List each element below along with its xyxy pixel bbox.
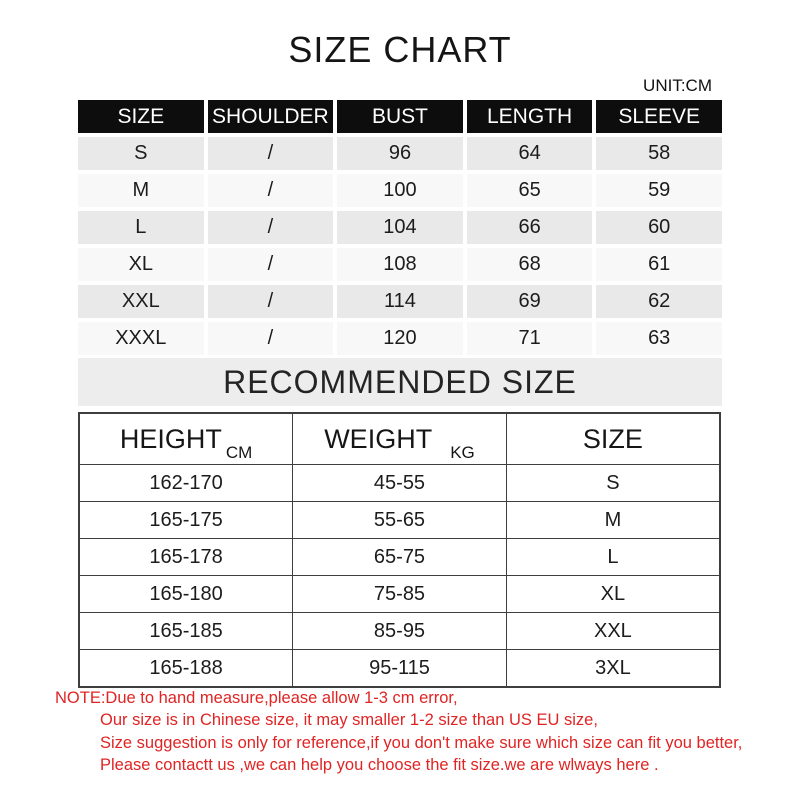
table-cell: / bbox=[207, 211, 334, 244]
table-cell: 71 bbox=[466, 322, 593, 355]
table-cell: L bbox=[505, 538, 721, 576]
table-cell: / bbox=[207, 285, 334, 318]
table-cell: 55-65 bbox=[292, 501, 507, 539]
table-cell: 75-85 bbox=[292, 575, 507, 613]
table-cell: 65-75 bbox=[292, 538, 507, 576]
header-label: WEIGHT bbox=[324, 423, 433, 454]
table-row: 165-188 95-115 3XL bbox=[78, 649, 721, 688]
recommended-size-table: HEIGHT CM WEIGHT KG SIZE 162-170 45-55 S 1… bbox=[78, 412, 721, 688]
note-line: Size suggestion is only for reference,if… bbox=[100, 733, 743, 752]
table-cell: 120 bbox=[337, 322, 463, 355]
table-cell: 59 bbox=[596, 174, 722, 207]
table-cell: / bbox=[207, 137, 334, 170]
table-row: 165-175 55-65 M bbox=[78, 501, 721, 539]
table-cell: 66 bbox=[466, 211, 593, 244]
header-unit: CM bbox=[225, 442, 253, 462]
unit-label: UNIT:CM bbox=[643, 76, 712, 95]
table-cell: 165-175 bbox=[78, 501, 294, 539]
table-row: HEIGHT CM WEIGHT KG SIZE bbox=[78, 412, 721, 465]
table-row: 165-185 85-95 XXL bbox=[78, 612, 721, 650]
table-cell: XXXL bbox=[78, 322, 204, 355]
table-cell: L bbox=[78, 211, 204, 244]
header-label: SIZE bbox=[582, 423, 643, 454]
recommended-header-size: SIZE bbox=[505, 412, 721, 465]
header-unit: KG bbox=[450, 442, 475, 462]
measurements-header-sleeve: SLEEVE bbox=[596, 100, 722, 133]
table-cell: 95-115 bbox=[292, 649, 507, 688]
recommended-header-weight: WEIGHT KG bbox=[292, 412, 507, 465]
table-cell: 65 bbox=[466, 174, 593, 207]
table-cell: 108 bbox=[337, 248, 463, 281]
note-line: Please contactt us ,we can help you choo… bbox=[100, 756, 659, 775]
measurements-header-size: SIZE bbox=[78, 100, 204, 133]
note-line: NOTE:Due to hand measure,please allow 1-… bbox=[55, 689, 458, 707]
table-cell: 162-170 bbox=[78, 464, 294, 502]
recommended-size-heading: RECOMMENDED SIZE bbox=[78, 358, 722, 406]
table-row: 165-178 65-75 L bbox=[78, 538, 721, 576]
table-cell: 165-180 bbox=[78, 575, 294, 613]
table-cell: 165-178 bbox=[78, 538, 294, 576]
measurements-table: SIZE SHOULDER BUST LENGTH SLEEVE S / 96 … bbox=[78, 100, 722, 355]
table-cell: 85-95 bbox=[292, 612, 507, 650]
table-row: 162-170 45-55 S bbox=[78, 464, 721, 502]
table-cell: 63 bbox=[596, 322, 722, 355]
table-row: 165-180 75-85 XL bbox=[78, 575, 721, 613]
table-cell: 165-188 bbox=[78, 649, 294, 688]
table-cell: XXL bbox=[78, 285, 204, 318]
page-title: SIZE CHART bbox=[288, 29, 512, 70]
table-cell: 64 bbox=[466, 137, 593, 170]
table-cell: 61 bbox=[596, 248, 722, 281]
measurements-header-shoulder: SHOULDER bbox=[207, 100, 334, 133]
measurements-header-length: LENGTH bbox=[466, 100, 593, 133]
table-cell: 69 bbox=[466, 285, 593, 318]
table-cell: / bbox=[207, 174, 334, 207]
table-cell: XXL bbox=[505, 612, 721, 650]
table-cell: / bbox=[207, 248, 334, 281]
table-cell: 68 bbox=[466, 248, 593, 281]
note-line: Our size is in Chinese size, it may smal… bbox=[100, 711, 598, 730]
table-cell: 58 bbox=[596, 137, 722, 170]
table-cell: 45-55 bbox=[292, 464, 507, 502]
table-cell: XL bbox=[505, 575, 721, 613]
table-cell: / bbox=[207, 322, 334, 355]
table-cell: 165-185 bbox=[78, 612, 294, 650]
table-cell: XL bbox=[78, 248, 204, 281]
measurements-header-bust: BUST bbox=[337, 100, 463, 133]
recommended-header-height: HEIGHT CM bbox=[78, 412, 294, 465]
table-cell: 96 bbox=[337, 137, 463, 170]
note-block: NOTE:Due to hand measure,please allow 1-… bbox=[0, 687, 800, 777]
table-cell: M bbox=[78, 174, 204, 207]
header-label: HEIGHT bbox=[119, 423, 222, 454]
table-cell: 114 bbox=[337, 285, 463, 318]
table-cell: M bbox=[505, 501, 721, 539]
table-cell: 104 bbox=[337, 211, 463, 244]
table-cell: 3XL bbox=[505, 649, 721, 688]
table-cell: 100 bbox=[337, 174, 463, 207]
table-cell: 60 bbox=[596, 211, 722, 244]
table-cell: S bbox=[505, 464, 721, 502]
table-cell: 62 bbox=[596, 285, 722, 318]
table-cell: S bbox=[78, 137, 204, 170]
